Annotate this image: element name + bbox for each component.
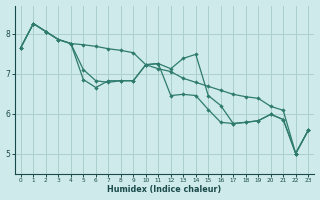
X-axis label: Humidex (Indice chaleur): Humidex (Indice chaleur) [108, 185, 222, 194]
